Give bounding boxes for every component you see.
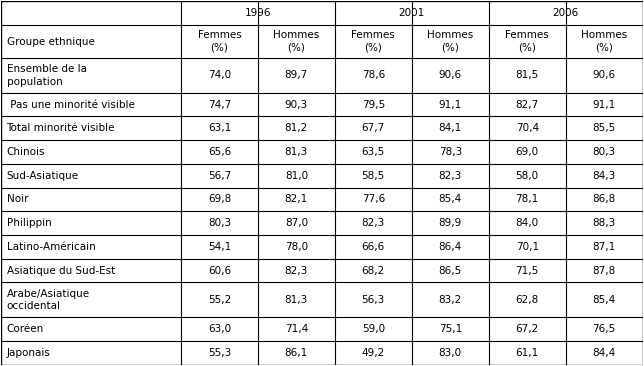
Text: 69,8: 69,8 xyxy=(208,194,231,205)
Text: 71,5: 71,5 xyxy=(516,266,539,276)
Text: 86,1: 86,1 xyxy=(285,348,308,358)
Text: Hommes
(%): Hommes (%) xyxy=(581,30,627,53)
Text: Arabe/Asiatique
occidental: Arabe/Asiatique occidental xyxy=(6,289,90,311)
Text: Latino-Américain: Latino-Américain xyxy=(6,242,95,252)
Text: 74,7: 74,7 xyxy=(208,100,231,109)
Text: 59,0: 59,0 xyxy=(362,324,385,334)
Text: 81,2: 81,2 xyxy=(285,123,308,133)
Text: 82,3: 82,3 xyxy=(362,218,385,228)
Text: Femmes
(%): Femmes (%) xyxy=(198,30,242,53)
Text: 81,3: 81,3 xyxy=(285,295,308,305)
Text: 71,4: 71,4 xyxy=(285,324,308,334)
Text: 80,3: 80,3 xyxy=(592,147,616,157)
Text: 66,6: 66,6 xyxy=(362,242,385,252)
Text: 89,9: 89,9 xyxy=(439,218,462,228)
Text: 56,3: 56,3 xyxy=(362,295,385,305)
Text: 86,5: 86,5 xyxy=(439,266,462,276)
Text: 87,0: 87,0 xyxy=(285,218,308,228)
Text: Groupe ethnique: Groupe ethnique xyxy=(6,37,95,46)
Text: 90,3: 90,3 xyxy=(285,100,308,109)
Text: 68,2: 68,2 xyxy=(362,266,385,276)
Text: 61,1: 61,1 xyxy=(516,348,539,358)
Text: 85,4: 85,4 xyxy=(439,194,462,205)
Text: 81,0: 81,0 xyxy=(285,171,308,181)
Text: Femmes
(%): Femmes (%) xyxy=(352,30,395,53)
Text: 91,1: 91,1 xyxy=(592,100,616,109)
Text: 88,3: 88,3 xyxy=(592,218,616,228)
Text: 60,6: 60,6 xyxy=(208,266,231,276)
Text: 78,3: 78,3 xyxy=(439,147,462,157)
Text: Philippin: Philippin xyxy=(6,218,52,228)
Text: Hommes
(%): Hommes (%) xyxy=(427,30,473,53)
Text: 91,1: 91,1 xyxy=(439,100,462,109)
Text: 70,1: 70,1 xyxy=(516,242,539,252)
Text: Pas une minorité visible: Pas une minorité visible xyxy=(6,100,135,109)
Text: 55,2: 55,2 xyxy=(208,295,231,305)
Text: 62,8: 62,8 xyxy=(516,295,539,305)
Text: 70,4: 70,4 xyxy=(516,123,539,133)
Text: Chinois: Chinois xyxy=(6,147,45,157)
Text: 74,0: 74,0 xyxy=(208,70,231,80)
Text: Total minorité visible: Total minorité visible xyxy=(6,123,115,133)
Text: 82,3: 82,3 xyxy=(285,266,308,276)
Text: 65,6: 65,6 xyxy=(208,147,231,157)
Text: 89,7: 89,7 xyxy=(285,70,308,80)
Text: 85,5: 85,5 xyxy=(592,123,616,133)
Text: 87,8: 87,8 xyxy=(592,266,616,276)
Text: 86,8: 86,8 xyxy=(592,194,616,205)
Text: 79,5: 79,5 xyxy=(362,100,385,109)
Text: 81,5: 81,5 xyxy=(516,70,539,80)
Text: 78,6: 78,6 xyxy=(362,70,385,80)
Text: 84,4: 84,4 xyxy=(592,348,616,358)
Text: 55,3: 55,3 xyxy=(208,348,231,358)
Text: 81,3: 81,3 xyxy=(285,147,308,157)
Text: 85,4: 85,4 xyxy=(592,295,616,305)
Text: 63,1: 63,1 xyxy=(208,123,231,133)
Text: 63,0: 63,0 xyxy=(208,324,231,334)
Text: 1996: 1996 xyxy=(245,8,271,18)
Text: 86,4: 86,4 xyxy=(439,242,462,252)
Text: 90,6: 90,6 xyxy=(439,70,462,80)
Text: 84,0: 84,0 xyxy=(516,218,539,228)
Text: Japonais: Japonais xyxy=(6,348,50,358)
Text: 58,0: 58,0 xyxy=(516,171,539,181)
Text: 58,5: 58,5 xyxy=(362,171,385,181)
Text: Coréen: Coréen xyxy=(6,324,44,334)
Text: Hommes
(%): Hommes (%) xyxy=(273,30,319,53)
Text: 77,6: 77,6 xyxy=(362,194,385,205)
Text: 82,3: 82,3 xyxy=(439,171,462,181)
Text: 67,7: 67,7 xyxy=(362,123,385,133)
Text: Femmes
(%): Femmes (%) xyxy=(506,30,549,53)
Text: Ensemble de la
population: Ensemble de la population xyxy=(6,64,86,86)
Text: 84,3: 84,3 xyxy=(592,171,616,181)
Text: 84,1: 84,1 xyxy=(439,123,462,133)
Text: 69,0: 69,0 xyxy=(516,147,539,157)
Text: 2006: 2006 xyxy=(553,8,579,18)
Text: 87,1: 87,1 xyxy=(592,242,616,252)
Text: 80,3: 80,3 xyxy=(208,218,231,228)
Text: Sud-Asiatique: Sud-Asiatique xyxy=(6,171,79,181)
Text: 78,0: 78,0 xyxy=(285,242,308,252)
Text: 63,5: 63,5 xyxy=(362,147,385,157)
Text: 54,1: 54,1 xyxy=(208,242,231,252)
Text: 2001: 2001 xyxy=(399,8,425,18)
Text: 83,2: 83,2 xyxy=(439,295,462,305)
Text: 82,1: 82,1 xyxy=(285,194,308,205)
Text: 49,2: 49,2 xyxy=(362,348,385,358)
Text: 75,1: 75,1 xyxy=(439,324,462,334)
Text: 90,6: 90,6 xyxy=(592,70,616,80)
Text: Asiatique du Sud-Est: Asiatique du Sud-Est xyxy=(6,266,115,276)
Text: 76,5: 76,5 xyxy=(592,324,616,334)
Text: 78,1: 78,1 xyxy=(516,194,539,205)
Text: Noir: Noir xyxy=(6,194,28,205)
Text: 83,0: 83,0 xyxy=(439,348,462,358)
Text: 56,7: 56,7 xyxy=(208,171,231,181)
Text: 67,2: 67,2 xyxy=(516,324,539,334)
Text: 82,7: 82,7 xyxy=(516,100,539,109)
